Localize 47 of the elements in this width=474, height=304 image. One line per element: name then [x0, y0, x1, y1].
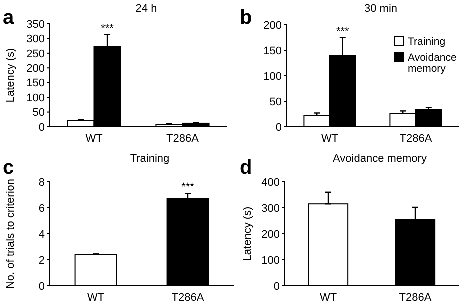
- y-tick-label: 6: [38, 202, 45, 215]
- y-tick-label: 250: [26, 48, 45, 60]
- x-tick-label: WT: [321, 133, 339, 145]
- y-tick-label: 0: [276, 122, 282, 134]
- text: b: [240, 7, 252, 29]
- x-tick-label: T286A: [172, 292, 205, 304]
- text: d: [240, 157, 252, 179]
- y-tick-label: 0: [38, 122, 45, 134]
- legend-label: Training: [408, 36, 446, 48]
- x-tick-label: T286A: [399, 292, 432, 304]
- annotation: ***: [182, 182, 196, 194]
- annotation: ***: [336, 26, 350, 38]
- y-tick-label: 0: [38, 280, 45, 293]
- y-tick-label: 8: [38, 176, 45, 189]
- chart-title: 24 h: [136, 3, 158, 15]
- y-tick-label: 150: [264, 45, 282, 58]
- y-axis-title: Latency (s): [242, 206, 254, 262]
- y-tick-label: 400: [262, 176, 280, 189]
- y-tick-label: 350: [26, 18, 45, 31]
- y-tick-label: 150: [26, 78, 45, 90]
- y-tick-label: 300: [262, 202, 280, 215]
- y-tick-label: 100: [262, 254, 280, 267]
- y-tick-label: 2: [38, 254, 45, 267]
- y-tick-label: 200: [264, 20, 282, 32]
- chart-title: 30 min: [364, 3, 398, 15]
- y-tick-label: 200: [262, 228, 280, 241]
- x-tick-label: WT: [86, 133, 104, 145]
- annotation: ***: [101, 22, 115, 35]
- chart-title: Training: [130, 153, 170, 165]
- chart-title: Avoidance memory: [333, 153, 428, 165]
- x-tick-label: WT: [87, 292, 105, 304]
- y-axis-title: No. of trials to criterion: [5, 178, 17, 290]
- y-tick-label: 4: [38, 228, 45, 241]
- text: a: [3, 7, 15, 29]
- y-tick-label: 50: [32, 107, 45, 120]
- x-tick-label: T286A: [400, 133, 433, 145]
- y-tick-label: 200: [26, 62, 45, 75]
- x-tick-label: T286A: [166, 133, 200, 145]
- legend-label: Avoidance memory: [408, 52, 458, 75]
- y-tick-label: 0: [274, 280, 280, 293]
- y-tick-label: 300: [26, 34, 45, 46]
- y-tick-label: 100: [264, 70, 282, 83]
- x-tick-label: WT: [320, 292, 338, 304]
- y-tick-label: 50: [270, 96, 282, 108]
- y-tick-label: 100: [26, 92, 45, 104]
- text: c: [3, 157, 14, 179]
- y-axis-title: Latency (s): [5, 48, 17, 103]
